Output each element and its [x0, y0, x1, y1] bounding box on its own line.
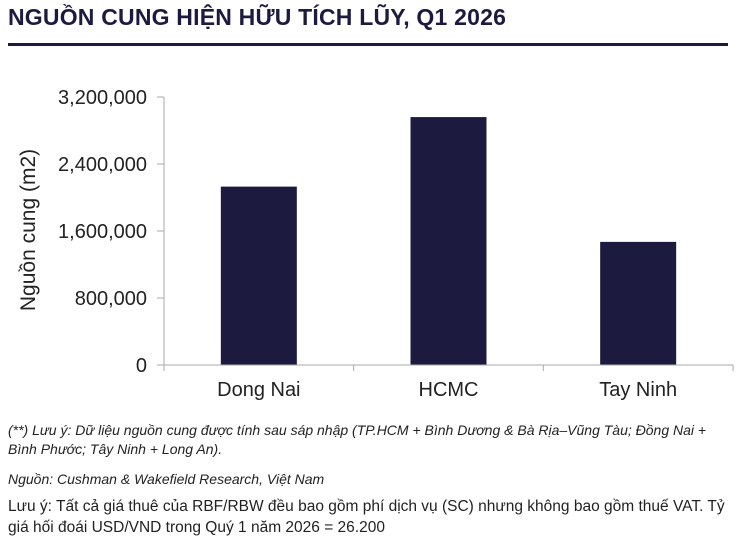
y-tick-label: 1,600,000: [58, 221, 147, 243]
y-tick-label: 0: [136, 355, 147, 377]
y-tick-label: 2,400,000: [58, 154, 147, 176]
source-note: Nguồn: Cushman & Wakefield Research, Việ…: [8, 471, 325, 487]
disclaimer-note: Lưu ý: Tất cả giá thuê của RBF/RBW đều b…: [8, 498, 725, 536]
chart-title: NGUỒN CUNG HIỆN HỮU TÍCH LŨY, Q1 2026: [8, 4, 507, 30]
bar-dong-nai: [220, 186, 297, 365]
x-tick-label: Tay Ninh: [599, 379, 677, 401]
y-axis-label: Nguồn cung (m2): [17, 149, 40, 311]
y-tick-label: 3,200,000: [58, 87, 147, 109]
title-divider: [8, 43, 728, 46]
bar-chart: 0 800,000 1,600,000 2,400,000 3,200,000 Dong…: [17, 87, 734, 401]
bar-tay-ninh: [600, 241, 677, 365]
x-tick-label: HCMC: [419, 379, 479, 401]
x-tick-label: Dong Nai: [217, 379, 300, 401]
bar-hcmc: [410, 117, 487, 365]
y-tick-label: 800,000: [75, 288, 147, 310]
footnote-merger: (**) Lưu ý: Dữ liệu nguồn cung được tính…: [8, 422, 707, 457]
